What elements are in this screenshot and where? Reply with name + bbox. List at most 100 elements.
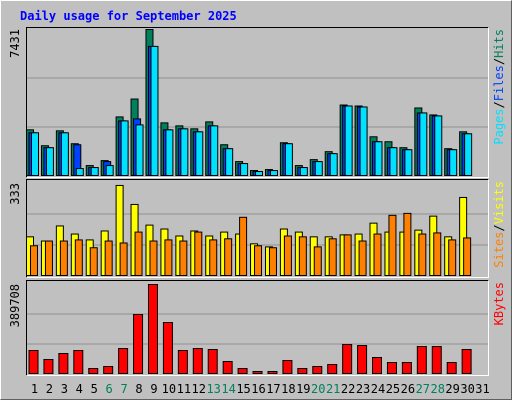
bar bbox=[314, 161, 323, 176]
legend: Pages/Files/Hits bbox=[492, 29, 506, 145]
bar bbox=[31, 132, 39, 176]
bar bbox=[431, 346, 442, 375]
x-tick-label: 24 bbox=[371, 382, 385, 396]
x-tick-label: 28 bbox=[430, 382, 444, 396]
bar bbox=[164, 239, 173, 276]
bar bbox=[268, 247, 277, 277]
legend-entry: Visits bbox=[492, 181, 506, 224]
x-tick-label: 1 bbox=[31, 382, 38, 396]
plot-border-dark bbox=[26, 280, 489, 376]
bar bbox=[419, 112, 428, 176]
bar bbox=[237, 368, 248, 374]
bar bbox=[177, 350, 188, 374]
bar bbox=[299, 167, 308, 176]
bar bbox=[418, 233, 427, 276]
bar bbox=[89, 247, 98, 277]
legend-entry: Hits bbox=[492, 29, 506, 58]
x-tick-label: 12 bbox=[192, 382, 206, 396]
chart-title: Daily usage for September 2025 bbox=[20, 9, 237, 23]
bar bbox=[225, 148, 234, 177]
x-tick-label: 11 bbox=[177, 382, 191, 396]
legend-separator: / bbox=[492, 58, 506, 65]
x-tick-label: 8 bbox=[135, 382, 142, 396]
x-tick-label: 18 bbox=[281, 382, 295, 396]
bar bbox=[120, 120, 129, 176]
bar bbox=[60, 132, 69, 176]
x-tick-label: 27 bbox=[416, 382, 430, 396]
x-tick-label: 23 bbox=[356, 382, 370, 396]
bar bbox=[104, 240, 113, 276]
bar bbox=[222, 361, 233, 375]
bar bbox=[254, 245, 263, 277]
bar bbox=[165, 129, 174, 176]
x-tick-label: 31 bbox=[475, 382, 489, 396]
bar bbox=[357, 345, 368, 375]
x-tick-label: 19 bbox=[296, 382, 310, 396]
bar bbox=[284, 143, 293, 177]
bar bbox=[162, 322, 173, 374]
bar bbox=[119, 242, 128, 276]
x-tick-label: 16 bbox=[251, 382, 265, 396]
x-tick-label: 13 bbox=[206, 382, 220, 396]
x-tick-label: 9 bbox=[150, 382, 157, 396]
bar bbox=[329, 153, 338, 176]
x-tick-label: 5 bbox=[91, 382, 98, 396]
bar bbox=[449, 149, 458, 177]
bar bbox=[448, 239, 457, 276]
bar bbox=[180, 128, 189, 176]
bar bbox=[118, 348, 129, 374]
bar bbox=[344, 105, 353, 176]
bar bbox=[135, 124, 144, 176]
bar bbox=[105, 165, 114, 176]
bar bbox=[298, 236, 307, 277]
bar bbox=[404, 149, 413, 177]
bar bbox=[134, 231, 143, 276]
bar bbox=[43, 359, 54, 374]
bar bbox=[88, 368, 99, 374]
bar bbox=[359, 106, 368, 176]
bar bbox=[28, 350, 39, 374]
x-tick-label: 4 bbox=[76, 382, 83, 396]
y-tick-label: 333 bbox=[8, 183, 22, 205]
bar bbox=[389, 147, 398, 177]
bar bbox=[209, 239, 218, 276]
x-tick-label: 6 bbox=[106, 382, 113, 396]
bar bbox=[252, 371, 263, 374]
bar bbox=[282, 360, 293, 374]
plot-border-light bbox=[26, 179, 489, 278]
bar bbox=[255, 171, 264, 176]
bar bbox=[434, 115, 443, 177]
bar bbox=[133, 314, 144, 374]
bar bbox=[74, 239, 83, 276]
bar bbox=[386, 362, 397, 374]
legend-separator: / bbox=[492, 101, 506, 108]
bar bbox=[373, 233, 382, 276]
bar bbox=[224, 238, 233, 277]
legend-separator: / bbox=[492, 224, 506, 231]
bar bbox=[195, 131, 204, 176]
bar bbox=[194, 231, 203, 276]
bar bbox=[179, 240, 188, 276]
bar bbox=[103, 366, 114, 374]
legend-entry: Pages bbox=[492, 109, 506, 145]
bar bbox=[192, 348, 203, 374]
bar bbox=[147, 284, 158, 374]
bar bbox=[342, 344, 353, 374]
bar bbox=[207, 349, 218, 375]
x-tick-label: 7 bbox=[120, 382, 127, 396]
bar bbox=[149, 240, 158, 276]
bar bbox=[416, 346, 427, 375]
bar bbox=[374, 141, 383, 177]
bar bbox=[75, 168, 84, 176]
bar bbox=[73, 350, 84, 374]
bar bbox=[403, 212, 412, 277]
bar bbox=[59, 240, 68, 276]
legend-entry: Files bbox=[492, 65, 506, 101]
bar bbox=[313, 246, 322, 276]
legend-entry: Sites bbox=[492, 232, 506, 268]
plot-border-light bbox=[26, 280, 489, 376]
bar bbox=[44, 240, 53, 276]
bar bbox=[401, 362, 412, 374]
